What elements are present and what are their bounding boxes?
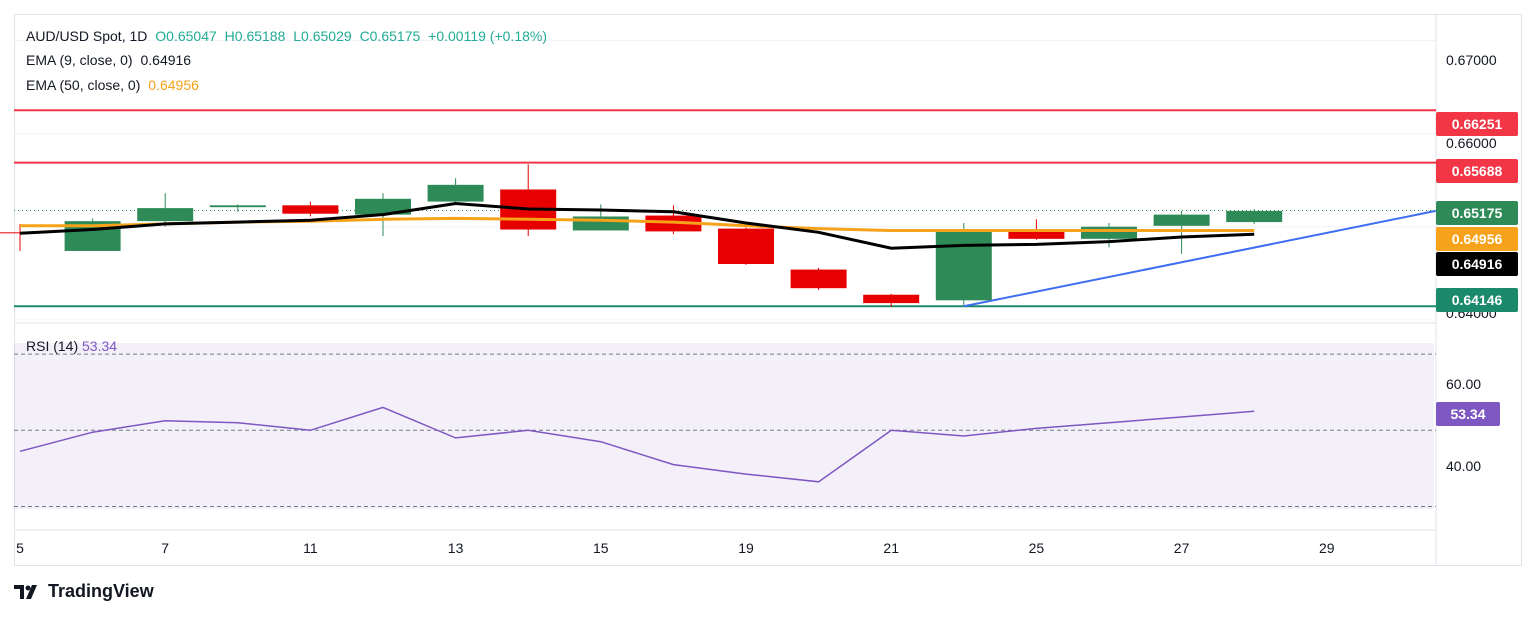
resistance-2-tag[interactable]: 0.65688	[1436, 159, 1518, 183]
grid	[14, 39, 1436, 321]
ema9-legend[interactable]: EMA (9, close, 0) 0.64916	[26, 52, 195, 69]
x-tick-label: 7	[161, 540, 169, 556]
tradingview-brand[interactable]: TradingView	[14, 581, 154, 602]
rsi-tick-40: 40.00	[1446, 458, 1482, 474]
rsi-legend[interactable]: RSI (14) 53.34	[26, 338, 117, 354]
tradingview-logo-icon	[14, 584, 37, 599]
last-price-tag[interactable]: 0.65175	[1436, 201, 1518, 225]
rsi-line	[19, 406, 1255, 483]
x-tick-label: 21	[883, 540, 899, 556]
x-tick-label: 25	[1029, 540, 1045, 556]
candle-body	[427, 184, 484, 202]
candle-body	[355, 198, 411, 215]
symbol-label[interactable]: AUD/USD Spot, 1D	[26, 28, 148, 44]
rsi-band-background	[14, 343, 1434, 509]
resistance-1-tag[interactable]: 0.66251	[1436, 112, 1518, 136]
ema50-legend[interactable]: EMA (50, close, 0) 0.64956	[26, 77, 203, 94]
rsi-value: 53.34	[82, 338, 118, 354]
ema50-price-tag[interactable]: 0.64956	[1436, 227, 1518, 251]
candle-body	[790, 269, 847, 289]
rsi-label: RSI (14)	[26, 338, 79, 354]
change-value: +0.00119 (+0.18%)	[428, 28, 548, 44]
ema9-line	[19, 201, 1255, 250]
support-tag[interactable]: 0.64146	[1436, 288, 1518, 312]
ascending-trendline	[963, 209, 1436, 308]
x-tick-label: 15	[593, 540, 609, 556]
candle-body	[282, 205, 339, 214]
ema9-value: 0.64916	[140, 52, 192, 68]
ema50-label: EMA (50, close, 0)	[26, 77, 141, 93]
candle-body	[209, 205, 266, 208]
candle-body	[935, 229, 992, 301]
x-tick-label: 13	[448, 540, 464, 556]
candle-body	[137, 208, 194, 222]
candle-body	[1008, 229, 1065, 239]
price-tick-0: 0.67000	[1446, 52, 1497, 68]
close-value: C0.65175	[359, 28, 421, 44]
x-tick-label: 11	[303, 540, 318, 556]
candle-body	[863, 294, 920, 304]
ema50-line	[20, 216, 1255, 232]
open-value: O0.65047	[155, 28, 217, 44]
ema9-price-tag[interactable]: 0.64916	[1436, 252, 1518, 276]
candle-body	[1153, 214, 1210, 226]
ema50-value: 0.64956	[148, 77, 199, 93]
high-value: H0.65188	[224, 28, 286, 44]
candle-body	[718, 228, 774, 264]
candle-body	[1226, 210, 1283, 223]
price-tick-1: 0.66000	[1446, 135, 1497, 151]
x-tick-label: 19	[738, 540, 754, 556]
ema9-label: EMA (9, close, 0)	[26, 52, 133, 68]
brand-name: TradingView	[48, 581, 154, 601]
x-tick-label: 5	[16, 540, 24, 556]
low-value: L0.65029	[293, 28, 352, 44]
chart-frame	[14, 14, 1522, 566]
rsi-tick-60: 60.00	[1446, 376, 1482, 392]
ohlc-legend: AUD/USD Spot, 1D O0.65047 H0.65188 L0.65…	[26, 28, 551, 45]
x-tick-label: 27	[1174, 540, 1190, 556]
rsi-price-tag[interactable]: 53.34	[1436, 402, 1500, 426]
candle-body	[1081, 226, 1137, 239]
x-tick-label: 29	[1319, 540, 1335, 556]
